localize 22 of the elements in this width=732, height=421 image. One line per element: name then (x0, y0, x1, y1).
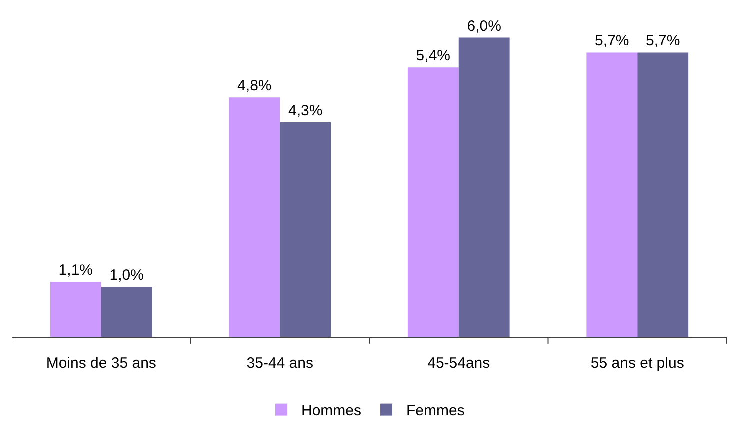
data-label: 4,3% (288, 102, 323, 120)
bar (229, 98, 280, 337)
bar (638, 52, 689, 337)
bar (458, 38, 510, 337)
data-label: 5,4% (416, 48, 451, 65)
legend-label: Femmes (406, 402, 465, 420)
bar (280, 122, 332, 337)
x-tick-label: Moins de 35 ans (46, 355, 156, 372)
data-label: 1,1% (58, 262, 94, 280)
bar (101, 287, 152, 337)
bar (408, 68, 459, 337)
legend-label: Hommes (302, 402, 362, 420)
data-label: 5,7% (646, 32, 680, 50)
bar (50, 282, 102, 337)
x-tick-label: 45-54ans (428, 355, 490, 372)
x-tick-label: 55 ans et plus (590, 355, 684, 372)
x-tick-label: 35-44 ans (246, 355, 314, 372)
data-label: 1,0% (110, 267, 144, 284)
data-label: 6,0% (467, 18, 502, 35)
data-label: 5,7% (595, 32, 630, 50)
data-label: 4,8% (238, 78, 272, 95)
bar (586, 52, 638, 337)
